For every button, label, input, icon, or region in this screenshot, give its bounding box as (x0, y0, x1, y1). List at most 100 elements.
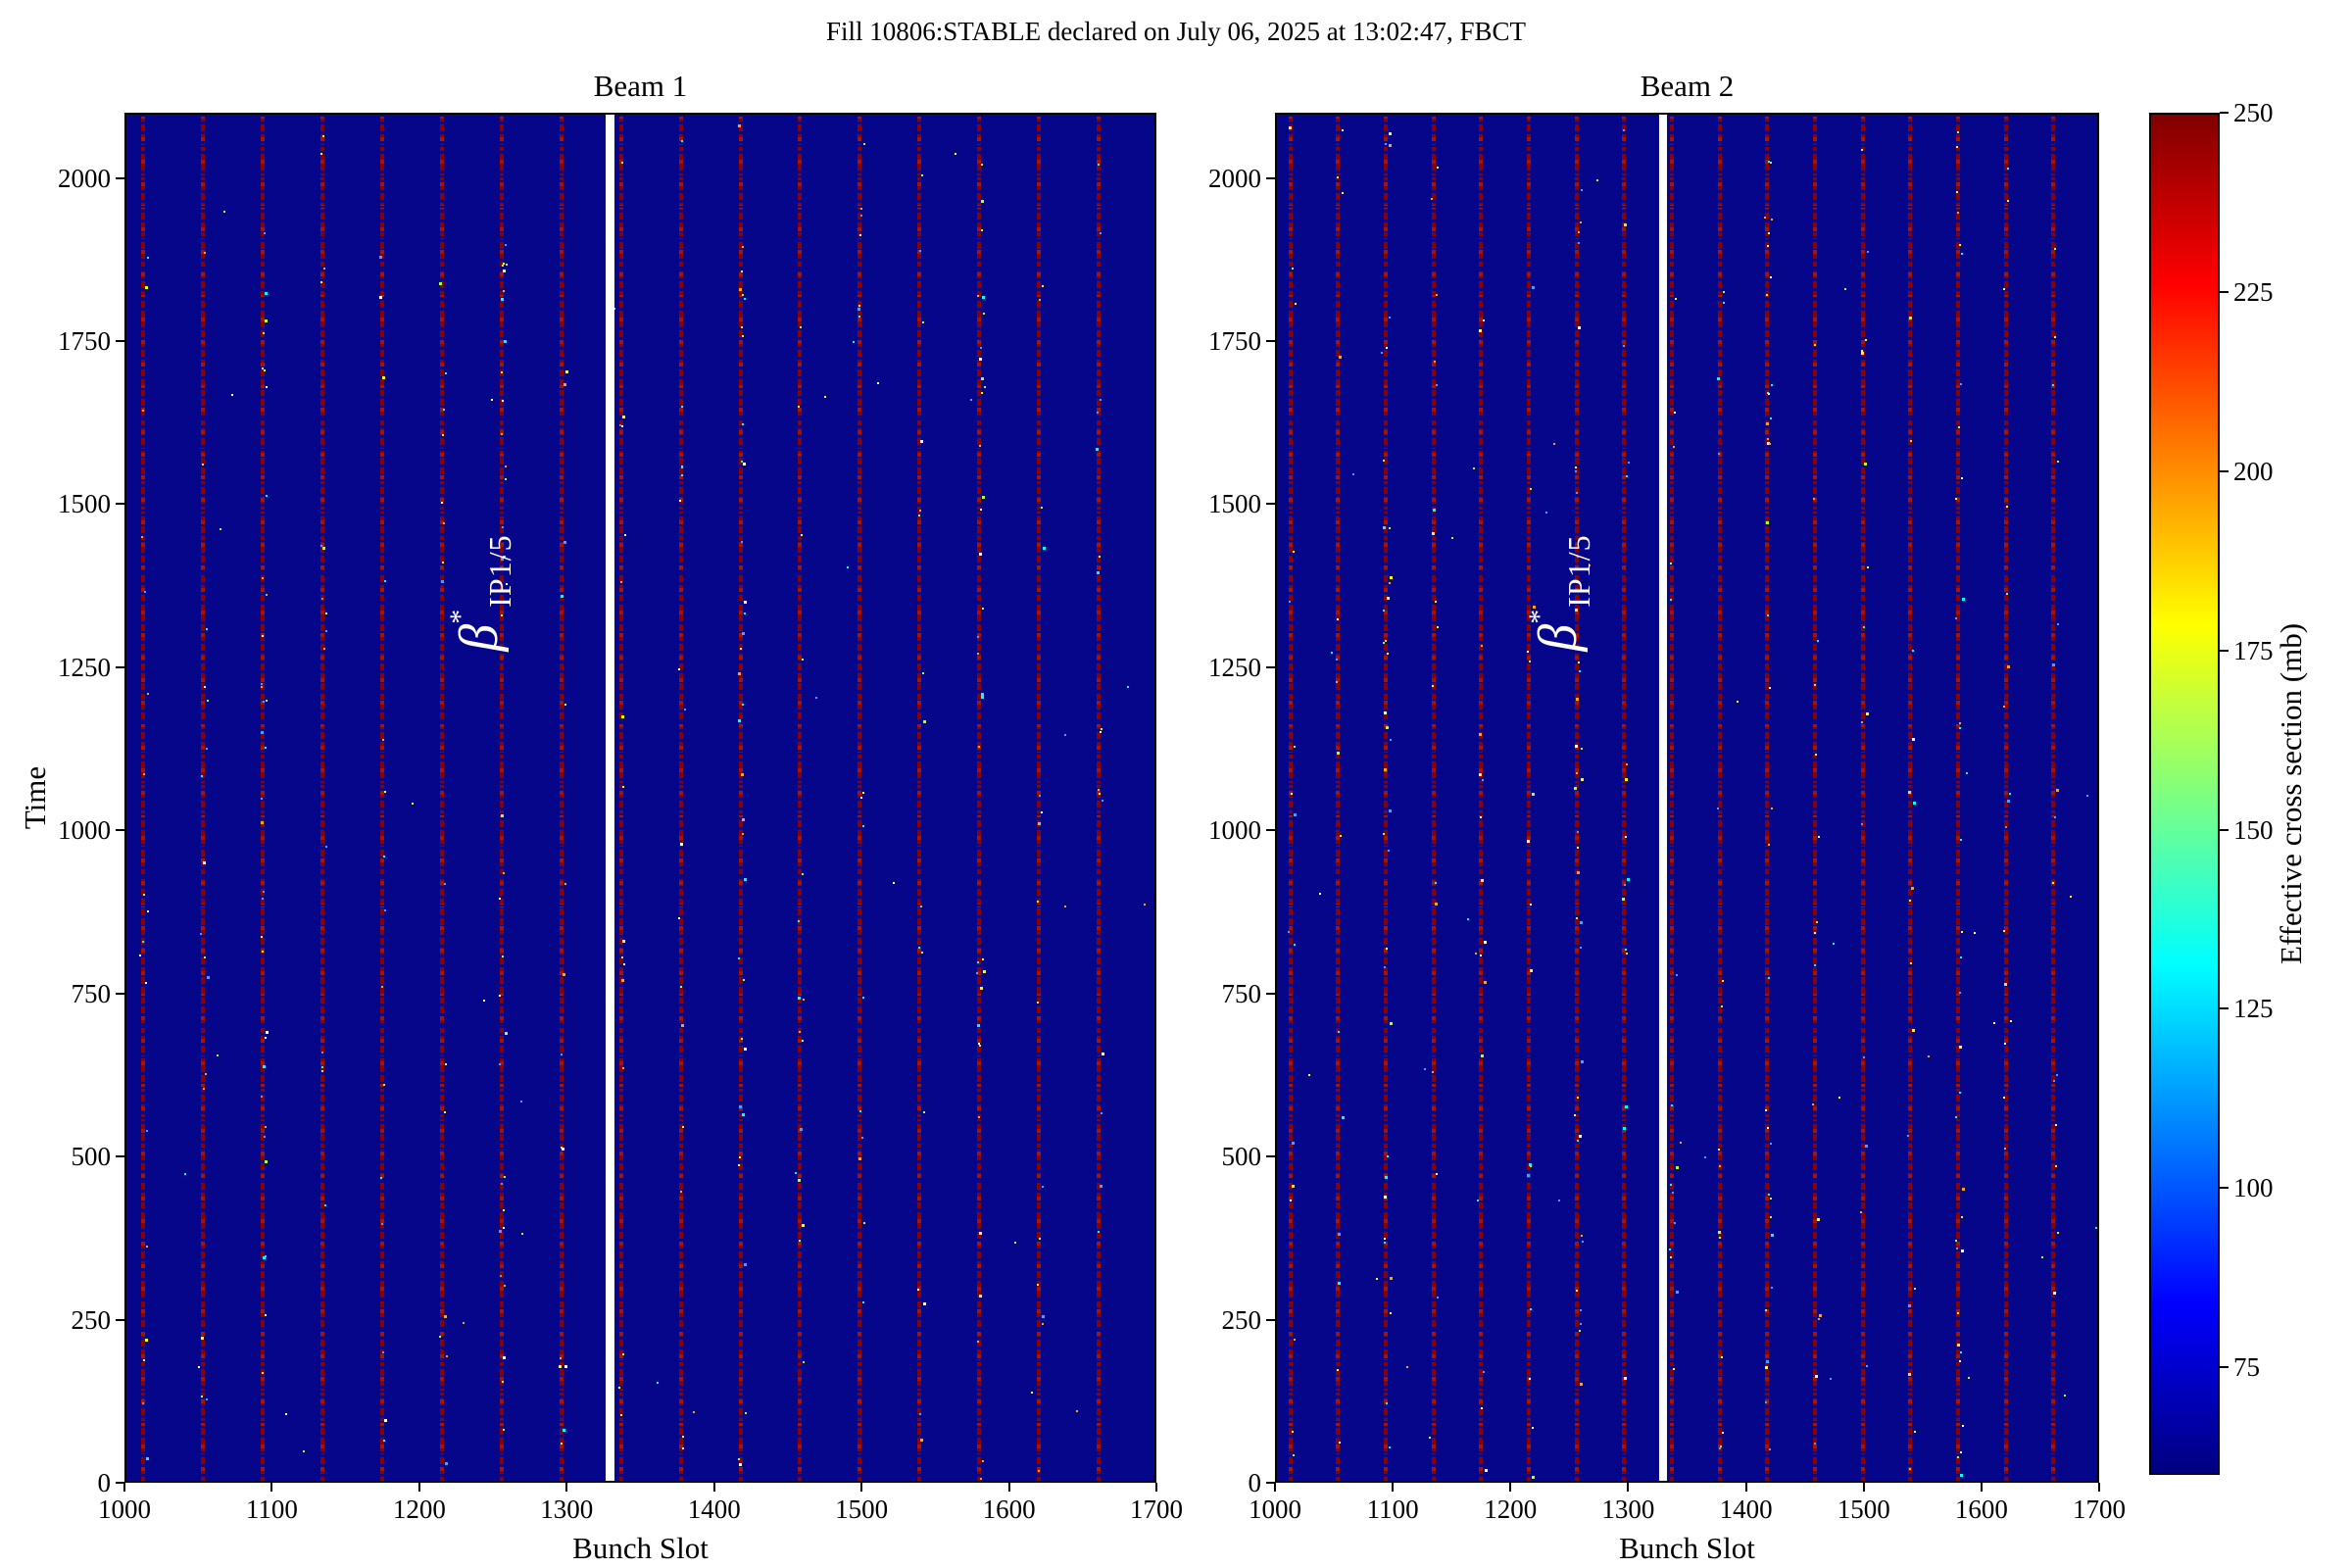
noise-speck (979, 986, 983, 990)
noise-speck (742, 293, 745, 296)
noise-speck (266, 700, 269, 703)
noise-speck (216, 1054, 219, 1057)
noise-speck (1966, 772, 1969, 775)
noise-speck (1770, 161, 1773, 164)
noise-speck (445, 1063, 448, 1066)
noise-speck (1956, 1455, 1959, 1458)
noise-speck (1338, 356, 1342, 360)
noise-speck (261, 898, 264, 901)
noise-speck (146, 692, 149, 695)
noise-speck (1481, 1054, 1485, 1057)
noise-speck (1908, 1373, 1912, 1376)
bunch-train-line (1765, 115, 1770, 1481)
noise-speck (918, 1412, 921, 1415)
noise-speck (1526, 651, 1529, 654)
noise-speck (1818, 836, 1821, 838)
noise-speck (1481, 879, 1485, 883)
noise-speck (1330, 652, 1333, 655)
missing-data-band (605, 115, 614, 1481)
noise-speck (1290, 793, 1293, 796)
noise-speck (1768, 686, 1771, 689)
noise-speck (1910, 886, 1914, 890)
noise-speck (1386, 597, 1390, 601)
noise-speck (1429, 1437, 1432, 1439)
noise-speck (1096, 571, 1100, 575)
noise-speck (893, 881, 896, 884)
noise-speck (1955, 617, 1958, 620)
y-tick (1266, 665, 1275, 668)
noise-speck (858, 316, 861, 318)
noise-speck (443, 409, 446, 412)
beta-subscript: IP1/5 (482, 534, 518, 608)
y-tick-label: 1500 (1208, 489, 1261, 519)
noise-speck (1337, 1281, 1341, 1285)
noise-speck (383, 790, 386, 793)
x-tick (417, 1483, 420, 1492)
noise-speck (1764, 1365, 1768, 1369)
noise-speck (502, 269, 506, 272)
noise-speck (919, 1439, 923, 1443)
noise-speck (1863, 1056, 1866, 1059)
noise-speck (144, 286, 148, 290)
noise-speck (1383, 642, 1386, 645)
noise-speck (1039, 794, 1042, 797)
noise-speck (876, 382, 879, 385)
noise-speck (1383, 1241, 1386, 1244)
noise-speck (1815, 753, 1818, 756)
noise-speck (1718, 1230, 1722, 1234)
noise-speck (1959, 1359, 1962, 1362)
noise-speck (1813, 1443, 1816, 1446)
noise-speck (147, 909, 150, 912)
noise-speck (1767, 977, 1770, 980)
noise-speck (1389, 1022, 1393, 1026)
noise-speck (381, 1223, 384, 1226)
noise-speck (1961, 597, 1965, 601)
noise-speck (562, 1148, 565, 1151)
noise-speck (742, 463, 746, 466)
noise-speck (1719, 1165, 1722, 1168)
noise-speck (1957, 1344, 1961, 1348)
noise-speck (682, 1436, 685, 1439)
noise-speck (1814, 1374, 1818, 1378)
noise-speck (623, 962, 626, 965)
noise-speck (613, 308, 616, 311)
noise-speck (1389, 581, 1392, 584)
noise-speck (1623, 1376, 1627, 1380)
noise-speck (1676, 973, 1678, 976)
noise-speck (1961, 1424, 1964, 1427)
noise-speck (560, 1054, 563, 1056)
noise-speck (979, 1295, 983, 1298)
noise-speck (1435, 902, 1439, 906)
noise-speck (560, 1146, 563, 1149)
noise-speck (1579, 1382, 1583, 1386)
noise-speck (441, 562, 444, 564)
bunch-train-line (858, 115, 862, 1481)
noise-speck (1736, 700, 1739, 703)
x-tick-label: 1000 (1249, 1494, 1301, 1524)
noise-speck (1294, 746, 1297, 749)
noise-speck (1907, 790, 1911, 794)
noise-speck (1960, 1451, 1963, 1454)
noise-speck (976, 1023, 980, 1027)
noise-speck (1292, 267, 1295, 270)
noise-speck (677, 916, 680, 919)
noise-speck (853, 341, 856, 344)
noise-speck (1817, 1218, 1821, 1222)
noise-speck (264, 318, 268, 322)
noise-speck (742, 978, 745, 981)
noise-speck (1860, 351, 1864, 355)
noise-speck (505, 1031, 509, 1035)
noise-speck (978, 553, 982, 557)
noise-speck (680, 1024, 684, 1028)
bunch-train-line (1527, 115, 1532, 1481)
noise-speck (1956, 211, 1959, 214)
noise-speck (520, 1232, 523, 1235)
noise-speck (146, 1246, 149, 1249)
noise-speck (1626, 952, 1629, 955)
y-tick (116, 992, 124, 995)
noise-speck (916, 1289, 919, 1292)
noise-speck (2052, 881, 2055, 884)
bunch-train-line (977, 115, 982, 1481)
noise-speck (503, 1355, 507, 1359)
noise-speck (1385, 346, 1388, 349)
